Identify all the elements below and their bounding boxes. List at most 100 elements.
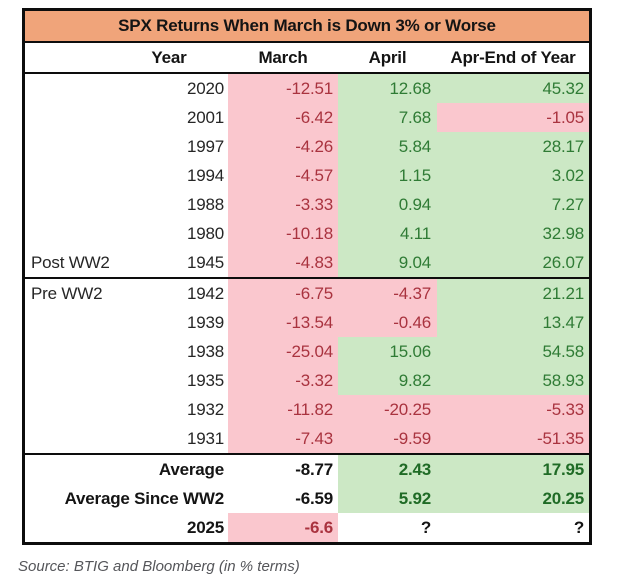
- cell-march: -4.83: [228, 248, 338, 277]
- header-label-spacer: [25, 43, 110, 72]
- cell-year: 1988: [186, 195, 224, 214]
- column-header-year: Year: [151, 48, 187, 67]
- row-label-year-area: 1988: [25, 190, 228, 219]
- cell-march: -6.75: [228, 279, 338, 308]
- cell-year: 1945: [186, 253, 224, 272]
- row-label-year-area: 1939: [25, 308, 228, 337]
- cell-apr-end: -5.33: [437, 395, 589, 424]
- cell-apr-end: -51.35: [437, 424, 589, 453]
- cell-year: 2001: [186, 108, 224, 127]
- cell-march: -8.77: [228, 455, 338, 484]
- cell-apr-end: ?: [437, 513, 589, 542]
- cell-april: 5.84: [338, 132, 437, 161]
- cell-march: -7.43: [228, 424, 338, 453]
- row-label-year-area: 1997: [25, 132, 228, 161]
- table-row: 2025 -6.6??: [25, 513, 589, 542]
- cell-year: 1942: [186, 284, 224, 303]
- cell-apr-end: -1.05: [437, 103, 589, 132]
- table-row: 1994 -4.57 1.15 3.02: [25, 161, 589, 190]
- table-row: 1935 -3.32 9.82 58.93: [25, 366, 589, 395]
- cell-year: 1997: [186, 137, 224, 156]
- cell-march: -11.82: [228, 395, 338, 424]
- table-row: 1980 -10.18 4.11 32.98: [25, 219, 589, 248]
- cell-april: -0.46: [338, 308, 437, 337]
- cell-april: -20.25: [338, 395, 437, 424]
- column-header-apr-end: Apr-End of Year: [450, 48, 576, 67]
- table-row: 1931 -7.43 -9.59 -51.35: [25, 424, 589, 453]
- row-era-label: Pre WW2: [31, 284, 103, 303]
- column-header-april: April: [368, 48, 407, 67]
- cell-april: 1.15: [338, 161, 437, 190]
- row-era-label: Post WW2: [31, 253, 110, 272]
- cell-april: 9.04: [338, 248, 437, 277]
- cell-apr-end: 28.17: [437, 132, 589, 161]
- row-label-year-area: 2020: [25, 74, 228, 103]
- cell-march: -3.32: [228, 366, 338, 395]
- table-row: Pre WW2 1942 -6.75 -4.37 21.21: [25, 279, 589, 308]
- cell-year: 1932: [186, 400, 224, 419]
- row-label-year-area: Post WW2 1945: [25, 248, 228, 277]
- cell-april: 5.92: [338, 484, 437, 513]
- cell-apr-end: 45.32: [437, 74, 589, 103]
- cell-apr-end: 21.21: [437, 279, 589, 308]
- row-label-year-area: Pre WW2 1942: [25, 279, 228, 308]
- table-row: 2001 -6.42 7.68 -1.05: [25, 103, 589, 132]
- cell-april: 15.06: [338, 337, 437, 366]
- cell-year: 2020: [186, 79, 224, 98]
- source-note: Source: BTIG and Bloomberg (in % terms): [18, 558, 300, 575]
- cell-year: 1980: [186, 224, 224, 243]
- cell-apr-end: 58.93: [437, 366, 589, 395]
- table-row: 1988 -3.33 0.94 7.27: [25, 190, 589, 219]
- cell-apr-end: 20.25: [437, 484, 589, 513]
- table-row: Average -8.77 2.43 17.95: [25, 453, 589, 484]
- table-header-row: Year March April Apr-End of Year: [25, 43, 589, 74]
- cell-april: 12.68: [338, 74, 437, 103]
- cell-march: -10.18: [228, 219, 338, 248]
- row-label-year-area: 1931: [25, 424, 228, 453]
- table-row: 1997 -4.26 5.84 28.17: [25, 132, 589, 161]
- cell-year: Average Since WW2: [64, 489, 225, 508]
- table-row: 1939 -13.54 -0.46 13.47: [25, 308, 589, 337]
- table-row: Average Since WW2 -6.59 5.92 20.25: [25, 484, 589, 513]
- table-row: 1932 -11.82 -20.25 -5.33: [25, 395, 589, 424]
- cell-april: 9.82: [338, 366, 437, 395]
- cell-year: Average: [158, 460, 224, 479]
- cell-march: -12.51: [228, 74, 338, 103]
- row-label-year-area: 2001: [25, 103, 228, 132]
- cell-apr-end: 54.58: [437, 337, 589, 366]
- cell-april: 4.11: [338, 219, 437, 248]
- cell-apr-end: 32.98: [437, 219, 589, 248]
- table-title: SPX Returns When March is Down 3% or Wor…: [25, 11, 589, 43]
- cell-april: -9.59: [338, 424, 437, 453]
- row-label-year-area: 2025: [25, 513, 228, 542]
- cell-march: -6.59: [228, 484, 338, 513]
- row-label-year-area: Average Since WW2: [25, 484, 228, 513]
- header-label-year-area: Year: [25, 43, 228, 72]
- spx-returns-table: SPX Returns When March is Down 3% or Wor…: [22, 8, 592, 545]
- cell-march: -3.33: [228, 190, 338, 219]
- row-label-year-area: 1932: [25, 395, 228, 424]
- cell-apr-end: 26.07: [437, 248, 589, 277]
- row-label-year-area: 1938: [25, 337, 228, 366]
- cell-april: 2.43: [338, 455, 437, 484]
- cell-apr-end: 13.47: [437, 308, 589, 337]
- cell-march: -6.6: [228, 513, 338, 542]
- row-label-year-area: 1980: [25, 219, 228, 248]
- table-row: Post WW2 1945 -4.83 9.04 26.07: [25, 248, 589, 279]
- cell-year: 1939: [186, 313, 224, 332]
- cell-march: -6.42: [228, 103, 338, 132]
- cell-year: 1935: [186, 371, 224, 390]
- cell-april: ?: [338, 513, 437, 542]
- cell-march: -4.57: [228, 161, 338, 190]
- cell-year: 1931: [186, 429, 224, 448]
- cell-apr-end: 3.02: [437, 161, 589, 190]
- cell-march: -25.04: [228, 337, 338, 366]
- cell-march: -13.54: [228, 308, 338, 337]
- cell-march: -4.26: [228, 132, 338, 161]
- table-body: 2020 -12.51 12.68 45.32 2001 -6.42 7.68 -1.05 19…: [25, 74, 589, 542]
- table-row: 2020 -12.51 12.68 45.32: [25, 74, 589, 103]
- column-header-march: March: [258, 48, 308, 67]
- table-row: 1938 -25.04 15.06 54.58: [25, 337, 589, 366]
- cell-apr-end: 7.27: [437, 190, 589, 219]
